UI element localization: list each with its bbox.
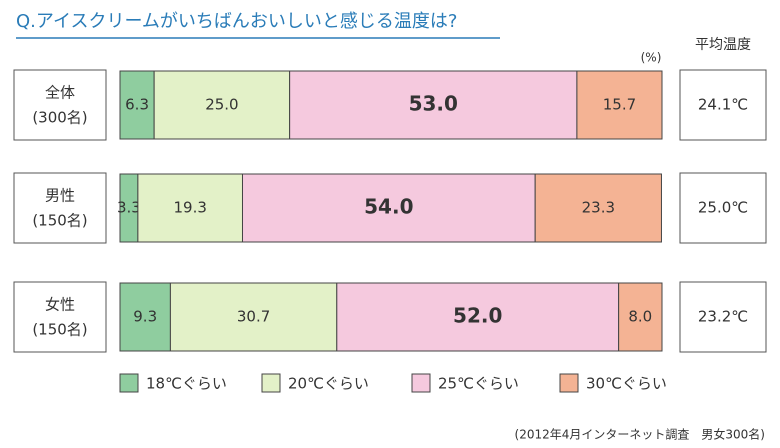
value-label: 19.3 — [173, 199, 206, 217]
value-label: 9.3 — [133, 308, 157, 326]
value-label: 53.0 — [409, 92, 458, 116]
average-header: 平均温度 — [695, 37, 751, 53]
unit-label: (%) — [641, 51, 662, 65]
value-label: 25.0 — [205, 96, 238, 114]
sample-size: (150名) — [32, 212, 87, 230]
category-label: 男性 — [45, 187, 75, 205]
value-label: 15.7 — [603, 96, 636, 114]
average-label: 23.2℃ — [698, 308, 748, 326]
legend-swatch — [119, 373, 139, 393]
bar-segment — [336, 282, 620, 352]
bar-segment — [169, 282, 338, 352]
value-label: 3.3 — [117, 199, 141, 217]
average-box — [679, 281, 767, 353]
value-label: 23.3 — [582, 199, 615, 217]
legend-swatch — [559, 373, 579, 393]
sample-size: (300名) — [32, 109, 87, 127]
bar-segment — [618, 282, 663, 352]
legend-swatch — [411, 373, 431, 393]
value-label: 54.0 — [364, 195, 413, 219]
average-box — [679, 172, 767, 244]
value-label: 30.7 — [237, 308, 270, 326]
bar-segment — [534, 173, 662, 243]
average-box — [679, 69, 767, 141]
category-label: 女性 — [45, 296, 75, 314]
legend-label: 20℃ぐらい — [288, 375, 369, 393]
legend-swatch — [261, 373, 281, 393]
category-label: 全体 — [45, 84, 75, 102]
category-box — [13, 281, 107, 353]
legend-label: 25℃ぐらい — [438, 375, 519, 393]
value-label: 6.3 — [125, 96, 149, 114]
category-box — [13, 172, 107, 244]
legend-label: 30℃ぐらい — [586, 375, 667, 393]
bar-segment — [119, 70, 155, 140]
average-label: 24.1℃ — [698, 96, 748, 114]
bar-segment — [576, 70, 663, 140]
bar-segment — [119, 282, 171, 352]
chart-title: Q.アイスクリームがいちばんおいしいと感じる温度は? — [16, 11, 457, 32]
value-label: 52.0 — [453, 304, 502, 328]
sample-size: (150名) — [32, 321, 87, 339]
bar-segment — [153, 70, 291, 140]
category-box — [13, 69, 107, 141]
source-note: (2012年4月インターネット調査 男女300名) — [515, 427, 765, 442]
average-label: 25.0℃ — [698, 199, 748, 217]
legend-label: 18℃ぐらい — [146, 375, 227, 393]
value-label: 8.0 — [628, 308, 652, 326]
